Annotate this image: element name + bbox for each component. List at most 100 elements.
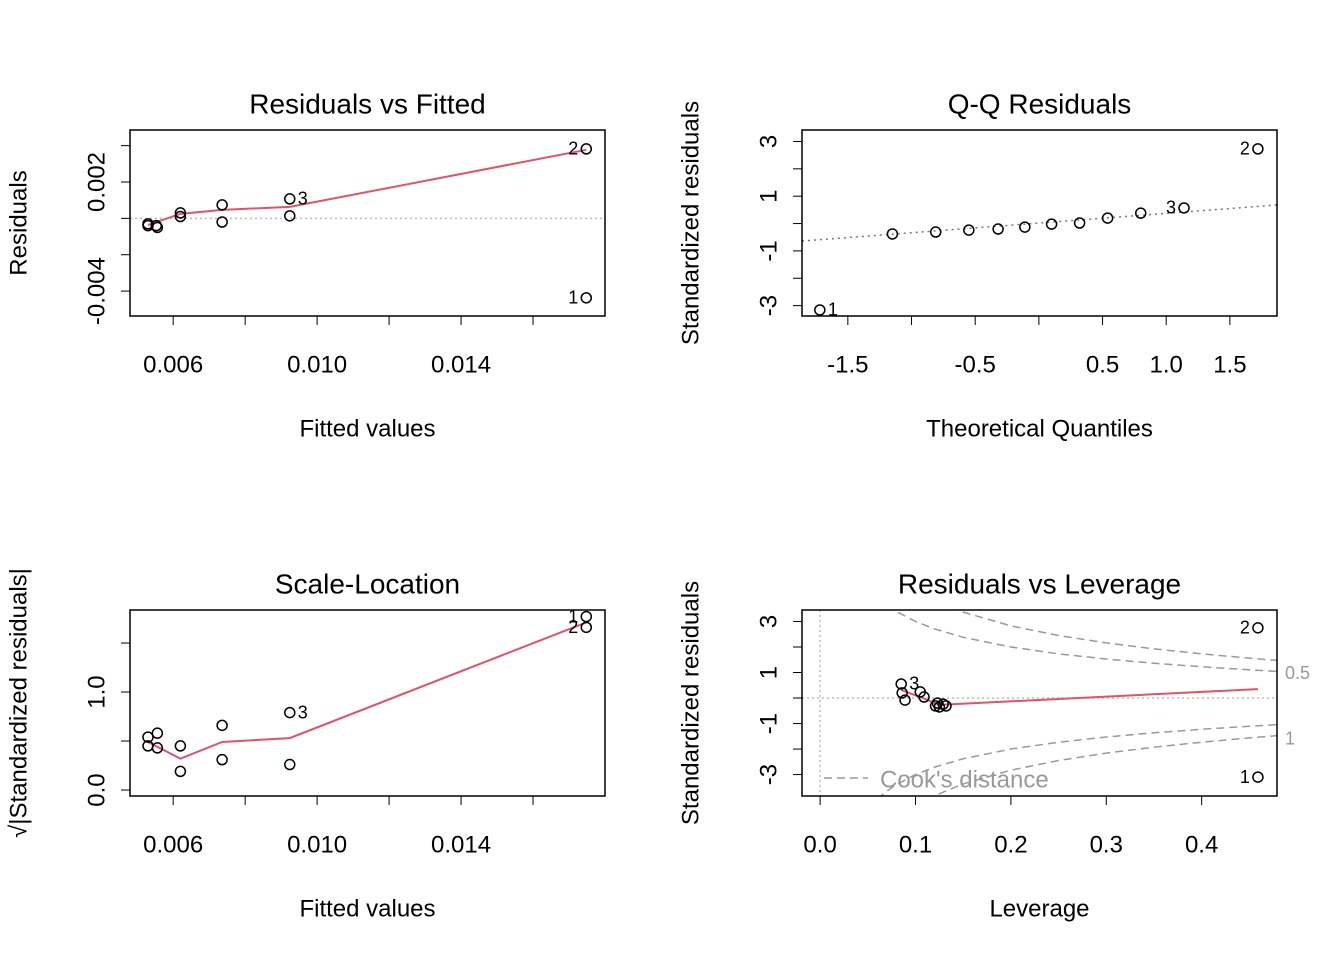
x-tick-label: 0.014 (431, 831, 491, 858)
point (284, 210, 296, 222)
y-tick-label: -3 (755, 764, 782, 785)
y-axis-title: Residuals (5, 170, 32, 275)
point (918, 691, 930, 703)
point (929, 226, 942, 238)
plot-frame (801, 609, 1278, 797)
panel-title: Q-Q Residuals (948, 88, 1132, 119)
y-tick-label: -3 (755, 295, 782, 316)
point (216, 753, 228, 766)
x-tick-label: 0.010 (287, 831, 347, 858)
point (142, 731, 154, 743)
x-tick-label: 0.0 (803, 831, 836, 858)
point-label: 2 (1240, 139, 1250, 159)
point (151, 727, 164, 739)
plot-frame (129, 129, 606, 317)
x-axis-title: Leverage (989, 895, 1089, 922)
point (814, 304, 826, 316)
x-tick-label: 1.5 (1213, 351, 1246, 378)
point (151, 742, 164, 754)
x-tick-label: 0.3 (1090, 831, 1123, 858)
y-tick-label: -0.004 (83, 257, 110, 325)
point (216, 216, 228, 228)
smooth-line (147, 148, 587, 226)
point (929, 700, 942, 712)
plot-frame (129, 609, 606, 797)
y-tick-label: 0.002 (83, 152, 110, 212)
panel-title: Residuals vs Leverage (898, 568, 1181, 599)
y-tick-label: 3 (755, 135, 782, 148)
point (580, 621, 593, 634)
legend-label: Cook's distance (880, 766, 1049, 793)
point (1073, 217, 1086, 229)
point (580, 143, 593, 155)
point-label: 3 (298, 189, 308, 209)
point (899, 694, 911, 706)
point-label: 2 (1240, 618, 1250, 638)
point (1045, 218, 1058, 230)
point (963, 224, 975, 236)
y-tick-label: 3 (755, 615, 782, 628)
panel: Q-Q Residuals Theoretical Quantiles Standa… (677, 88, 1278, 442)
contour-label: 0.5 (1285, 663, 1310, 683)
point (992, 223, 1004, 235)
point (1178, 202, 1190, 214)
panel: Residuals vs Fitted Fitted values Residual… (5, 88, 606, 442)
x-axis-title: Fitted values (299, 415, 435, 442)
point (284, 706, 296, 719)
cook-contour (879, 723, 1277, 796)
point (216, 719, 228, 732)
point-label: 3 (909, 674, 919, 694)
x-axis-title: Theoretical Quantiles (926, 415, 1153, 442)
panel-title: Scale-Location (275, 568, 460, 599)
x-tick-label: 1.0 (1150, 351, 1183, 378)
x-tick-label: 0.006 (143, 351, 203, 378)
x-tick-label: 0.2 (994, 831, 1027, 858)
point (1252, 622, 1264, 634)
x-tick-label: 0.014 (431, 351, 491, 378)
plot-frame (801, 129, 1278, 317)
smooth-line (900, 688, 1258, 706)
point (886, 228, 899, 240)
panel: Scale-Location Fitted values √|Standardize… (5, 568, 606, 922)
y-tick-label: -1 (755, 240, 782, 261)
point (174, 207, 187, 219)
x-tick-label: -1.5 (827, 351, 868, 378)
point (1252, 771, 1264, 783)
y-tick-label: 0.0 (83, 773, 110, 806)
x-axis-title: Fitted values (299, 895, 435, 922)
qq-line (802, 204, 1277, 242)
x-tick-label: 0.1 (899, 831, 932, 858)
plot-area (147, 621, 587, 760)
point-label: 2 (568, 617, 578, 637)
cook-contour (892, 610, 1277, 673)
point (896, 687, 908, 699)
y-tick-label: 1 (755, 190, 782, 203)
x-tick-label: 0.5 (1086, 351, 1119, 378)
point (895, 678, 907, 690)
x-tick-label: 0.010 (287, 351, 347, 378)
x-tick-label: 0.006 (143, 831, 203, 858)
panel-title: Residuals vs Fitted (249, 88, 486, 119)
point (1252, 143, 1264, 155)
point-label: 3 (1166, 198, 1176, 218)
y-axis-title: √|Standardized residuals| (5, 568, 32, 838)
y-axis-title: Standardized residuals (677, 581, 704, 825)
point-label: 3 (298, 702, 308, 722)
point (284, 758, 296, 771)
panel: Residuals vs Leverage Leverage Standardize… (677, 568, 1310, 922)
y-axis-title: Standardized residuals (677, 101, 704, 345)
point (580, 610, 593, 623)
point (940, 700, 952, 712)
point (580, 292, 593, 304)
y-tick-label: 1.0 (83, 675, 110, 708)
x-tick-label: 0.4 (1185, 831, 1218, 858)
point (174, 740, 187, 752)
point (1101, 212, 1114, 224)
point (1019, 221, 1031, 233)
smooth-line (147, 621, 587, 760)
point-label: 1 (1240, 767, 1250, 787)
point (216, 199, 228, 211)
plot-area (802, 610, 1277, 796)
point-label: 1 (568, 606, 578, 626)
